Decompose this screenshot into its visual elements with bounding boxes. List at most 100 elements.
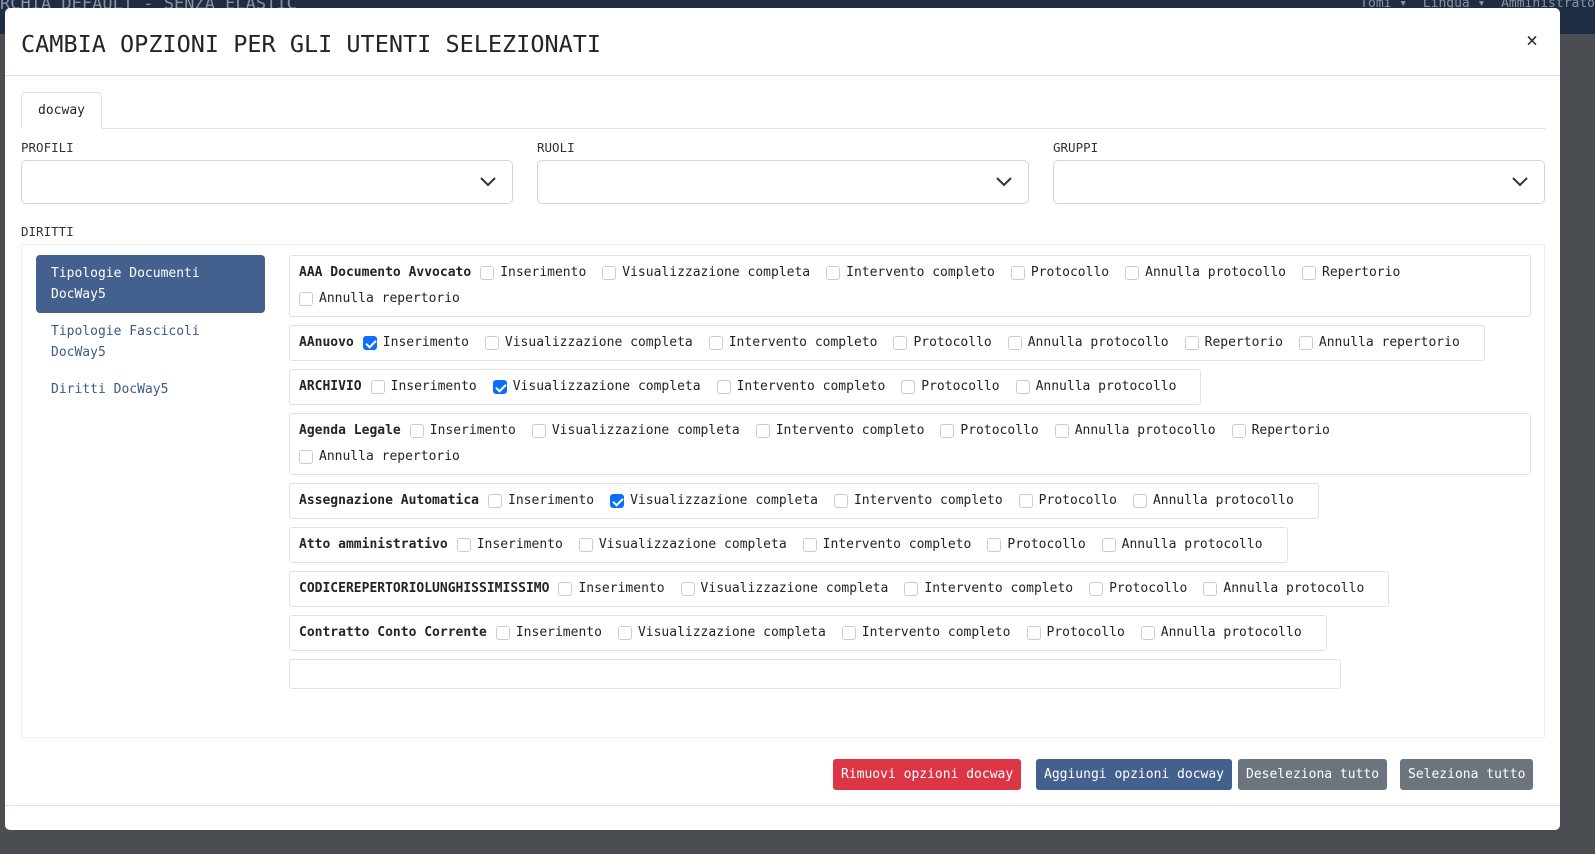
option-checkbox[interactable]: Inserimento	[558, 576, 665, 602]
checkbox-icon[interactable]	[802, 538, 817, 552]
option-checkbox[interactable]: Inserimento	[480, 260, 586, 286]
option-checkbox[interactable]: Inserimento	[362, 330, 469, 356]
option-checkbox[interactable]: Intervento completo	[716, 374, 885, 400]
option-checkbox[interactable]: Repertorio	[1231, 418, 1330, 444]
checkbox-icon[interactable]	[755, 424, 770, 438]
gruppi-select[interactable]	[1053, 160, 1545, 204]
tab-docway[interactable]: docway	[21, 92, 102, 129]
option-checkbox[interactable]: Inserimento	[488, 488, 594, 514]
nav-item[interactable]: Tipologie Documenti DocWay5	[36, 255, 265, 313]
checkbox-icon[interactable]	[1026, 626, 1041, 640]
option-checkbox[interactable]: Intervento completo	[826, 260, 995, 286]
option-checkbox[interactable]: Annulla protocollo	[1140, 620, 1302, 646]
checkbox-icon[interactable]	[531, 424, 546, 438]
checkbox-icon[interactable]	[484, 336, 499, 350]
option-checkbox[interactable]: Visualizzazione completa	[680, 576, 888, 602]
nav-item[interactable]: Tipologie Fascicoli DocWay5	[51, 324, 200, 360]
option-checkbox[interactable]: Protocollo	[1089, 576, 1187, 602]
option-checkbox[interactable]: Repertorio	[1302, 260, 1400, 286]
profili-select[interactable]	[21, 160, 513, 204]
role-menu[interactable]: Amministrato	[1501, 0, 1595, 11]
checkbox-icon[interactable]	[480, 266, 495, 280]
checkbox-icon[interactable]	[826, 266, 841, 280]
checkbox-icon[interactable]	[409, 424, 424, 438]
option-checkbox[interactable]: Annulla protocollo	[1203, 576, 1364, 602]
add-options-button[interactable]: Aggiungi opzioni docway	[1036, 759, 1233, 790]
checkbox-icon[interactable]	[456, 538, 471, 552]
option-checkbox[interactable]: Protocollo	[940, 418, 1039, 444]
checkbox-icon[interactable]	[1010, 266, 1025, 280]
checkbox-icon[interactable]	[602, 266, 617, 280]
checkbox-icon[interactable]	[1140, 626, 1155, 640]
option-checkbox[interactable]: Inserimento	[456, 532, 563, 558]
checkbox-icon[interactable]	[1089, 582, 1104, 596]
select-all-button[interactable]: Seleziona tutto	[1400, 759, 1534, 790]
option-checkbox[interactable]: Intervento completo	[755, 418, 924, 444]
checkbox-icon[interactable]	[362, 336, 377, 350]
remove-options-button[interactable]: Rimuovi opzioni docway	[833, 759, 1022, 790]
checkbox-icon[interactable]	[495, 626, 510, 640]
option-checkbox[interactable]: Inserimento	[495, 620, 602, 646]
checkbox-icon[interactable]	[841, 626, 856, 640]
checkbox-icon[interactable]	[1184, 336, 1199, 350]
option-checkbox[interactable]: Annulla protocollo	[1015, 374, 1176, 400]
option-checkbox[interactable]: Visualizzazione completa	[578, 532, 787, 558]
checkbox-icon[interactable]	[610, 494, 625, 508]
option-checkbox[interactable]: Protocollo	[987, 532, 1086, 558]
checkbox-icon[interactable]	[1054, 424, 1069, 438]
user-menu[interactable]: Tomi	[1360, 0, 1392, 11]
deselect-all-button[interactable]: Deseleziona tutto	[1238, 759, 1388, 790]
option-checkbox[interactable]: Visualizzazione completa	[602, 260, 810, 286]
checkbox-icon[interactable]	[901, 380, 916, 394]
checkbox-icon[interactable]	[1298, 336, 1313, 350]
option-checkbox[interactable]: Annulla protocollo	[1054, 418, 1216, 444]
checkbox-icon[interactable]	[1007, 336, 1022, 350]
option-checkbox[interactable]: Repertorio	[1184, 330, 1283, 356]
option-checkbox[interactable]: Intervento completo	[833, 488, 1003, 514]
language-menu[interactable]: Lingua	[1422, 0, 1470, 11]
checkbox-icon[interactable]	[1018, 494, 1033, 508]
checkbox-icon[interactable]	[1302, 266, 1317, 280]
option-checkbox[interactable]: Visualizzazione completa	[531, 418, 740, 444]
close-button[interactable]: ×	[1525, 28, 1538, 52]
option-checkbox[interactable]: Visualizzazione completa	[492, 374, 701, 400]
checkbox-icon[interactable]	[1231, 424, 1246, 438]
checkbox-icon[interactable]	[617, 626, 632, 640]
checkbox-icon[interactable]	[940, 424, 955, 438]
checkbox-icon[interactable]	[904, 582, 919, 596]
option-checkbox[interactable]: Inserimento	[409, 418, 516, 444]
option-checkbox[interactable]: Protocollo	[901, 374, 1000, 400]
checkbox-icon[interactable]	[578, 538, 593, 552]
checkbox-icon[interactable]	[1015, 380, 1030, 394]
checkbox-icon[interactable]	[299, 450, 313, 464]
option-checkbox[interactable]: Annulla protocollo	[1101, 532, 1263, 558]
option-checkbox[interactable]: Intervento completo	[802, 532, 971, 558]
option-checkbox[interactable]: Protocollo	[1010, 260, 1109, 286]
option-checkbox[interactable]: Annulla repertorio	[299, 286, 460, 312]
checkbox-icon[interactable]	[893, 336, 908, 350]
option-checkbox[interactable]: Annulla protocollo	[1007, 330, 1169, 356]
rights-panel[interactable]: Tipologie Documenti DocWay5 Tipologie Fas…	[21, 244, 1545, 738]
checkbox-icon[interactable]	[708, 336, 723, 350]
option-checkbox[interactable]: Protocollo	[1018, 488, 1117, 514]
checkbox-icon[interactable]	[488, 494, 503, 508]
checkbox-icon[interactable]	[1132, 494, 1147, 508]
checkbox-icon[interactable]	[1203, 582, 1218, 596]
option-checkbox[interactable]: Protocollo	[1026, 620, 1125, 646]
checkbox-icon[interactable]	[833, 494, 848, 508]
checkbox-icon[interactable]	[716, 380, 731, 394]
option-checkbox[interactable]: Visualizzazione completa	[484, 330, 693, 356]
option-checkbox[interactable]: Inserimento	[370, 374, 477, 400]
option-checkbox[interactable]: Annulla protocollo	[1125, 260, 1286, 286]
checkbox-icon[interactable]	[987, 538, 1002, 552]
option-checkbox[interactable]: Intervento completo	[904, 576, 1073, 602]
option-checkbox[interactable]: Intervento completo	[841, 620, 1011, 646]
option-checkbox[interactable]: Annulla repertorio	[1298, 330, 1460, 356]
checkbox-icon[interactable]	[299, 292, 313, 306]
nav-item[interactable]: Diritti DocWay5	[51, 382, 169, 397]
option-checkbox[interactable]: Visualizzazione completa	[617, 620, 826, 646]
option-checkbox[interactable]: Visualizzazione completa	[610, 488, 818, 514]
checkbox-icon[interactable]	[558, 582, 573, 596]
checkbox-icon[interactable]	[370, 380, 385, 394]
ruoli-select[interactable]	[537, 160, 1029, 204]
